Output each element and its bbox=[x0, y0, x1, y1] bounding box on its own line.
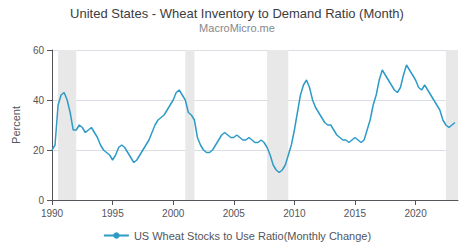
svg-text:2000: 2000 bbox=[162, 208, 185, 219]
svg-text:Percent: Percent bbox=[10, 106, 22, 144]
svg-text:20: 20 bbox=[33, 145, 45, 156]
svg-text:US Wheat Stocks to Use Ratio(M: US Wheat Stocks to Use Ratio(Monthly Cha… bbox=[134, 230, 371, 242]
svg-text:MacroMicro.me: MacroMicro.me bbox=[199, 22, 275, 34]
svg-text:0: 0 bbox=[38, 195, 44, 206]
svg-text:40: 40 bbox=[33, 95, 45, 106]
svg-text:2015: 2015 bbox=[344, 208, 367, 219]
svg-text:2005: 2005 bbox=[223, 208, 246, 219]
svg-text:2020: 2020 bbox=[404, 208, 427, 219]
svg-text:1990: 1990 bbox=[41, 208, 64, 219]
svg-text:2010: 2010 bbox=[283, 208, 306, 219]
svg-text:60: 60 bbox=[33, 45, 45, 56]
svg-text:United States - Wheat Inventor: United States - Wheat Inventory to Deman… bbox=[70, 6, 404, 21]
svg-text:1995: 1995 bbox=[101, 208, 124, 219]
